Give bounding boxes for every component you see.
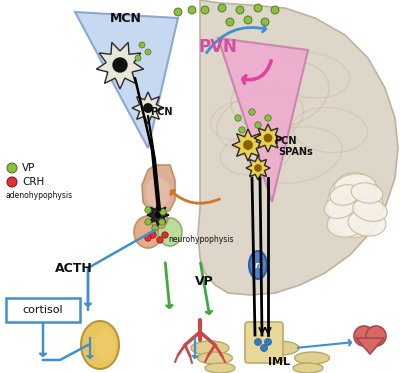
Text: CRH: CRH <box>22 177 44 187</box>
Ellipse shape <box>324 195 356 219</box>
Circle shape <box>354 326 374 346</box>
Ellipse shape <box>158 218 182 246</box>
Ellipse shape <box>328 172 382 238</box>
Circle shape <box>264 339 272 345</box>
Text: VP: VP <box>195 275 214 288</box>
Circle shape <box>254 339 262 345</box>
Ellipse shape <box>327 209 367 237</box>
Circle shape <box>236 6 244 14</box>
Polygon shape <box>218 38 308 202</box>
Circle shape <box>139 42 145 48</box>
Ellipse shape <box>293 363 323 373</box>
Circle shape <box>265 115 271 121</box>
Polygon shape <box>232 129 264 161</box>
Circle shape <box>261 18 269 26</box>
Circle shape <box>226 18 234 26</box>
Polygon shape <box>96 43 144 89</box>
Circle shape <box>254 4 262 12</box>
Polygon shape <box>132 92 164 124</box>
Circle shape <box>366 326 386 346</box>
Text: adenohypophysis: adenohypophysis <box>6 191 73 200</box>
Circle shape <box>145 207 151 213</box>
Ellipse shape <box>95 329 115 361</box>
Text: cortisol: cortisol <box>23 305 63 315</box>
Circle shape <box>188 6 196 14</box>
Ellipse shape <box>249 251 267 279</box>
Circle shape <box>150 232 156 238</box>
Circle shape <box>174 8 182 16</box>
Circle shape <box>218 4 226 12</box>
Text: VP: VP <box>22 163 35 173</box>
Ellipse shape <box>81 321 119 369</box>
Ellipse shape <box>198 352 232 364</box>
Text: PCN: PCN <box>274 136 296 146</box>
Circle shape <box>254 164 262 172</box>
Text: SPANs: SPANs <box>278 147 313 157</box>
Circle shape <box>239 127 245 133</box>
Polygon shape <box>254 124 282 152</box>
Polygon shape <box>198 0 398 295</box>
Circle shape <box>243 140 253 150</box>
Circle shape <box>271 6 279 14</box>
Circle shape <box>260 345 268 351</box>
FancyBboxPatch shape <box>245 322 283 363</box>
Circle shape <box>157 237 163 243</box>
FancyBboxPatch shape <box>6 298 80 322</box>
Circle shape <box>162 232 168 238</box>
Polygon shape <box>150 210 168 228</box>
Circle shape <box>7 163 17 173</box>
Polygon shape <box>147 204 169 226</box>
Text: n: n <box>255 260 261 270</box>
Ellipse shape <box>191 341 229 355</box>
Circle shape <box>264 134 272 142</box>
Circle shape <box>155 212 161 218</box>
Circle shape <box>143 103 153 113</box>
Ellipse shape <box>334 174 376 200</box>
Circle shape <box>160 209 166 215</box>
Circle shape <box>135 55 141 61</box>
Circle shape <box>201 6 209 14</box>
Ellipse shape <box>146 177 170 207</box>
Circle shape <box>112 57 128 73</box>
Ellipse shape <box>353 199 387 221</box>
Ellipse shape <box>205 363 235 373</box>
Polygon shape <box>142 165 175 215</box>
Circle shape <box>235 115 241 121</box>
Ellipse shape <box>348 210 386 236</box>
Circle shape <box>7 177 17 187</box>
Polygon shape <box>75 12 178 148</box>
Circle shape <box>145 219 151 225</box>
Circle shape <box>249 109 255 115</box>
Polygon shape <box>246 156 270 180</box>
Text: PCN: PCN <box>150 107 172 117</box>
Text: ACTH: ACTH <box>55 262 93 275</box>
Circle shape <box>255 122 261 128</box>
Text: neurohypophysis: neurohypophysis <box>168 235 234 244</box>
Circle shape <box>159 219 165 225</box>
Ellipse shape <box>330 185 360 205</box>
Circle shape <box>152 225 158 231</box>
Circle shape <box>145 235 151 241</box>
Circle shape <box>145 49 151 55</box>
Text: MCN: MCN <box>110 12 142 25</box>
Polygon shape <box>356 338 384 354</box>
Text: PVN: PVN <box>198 38 237 56</box>
Ellipse shape <box>261 341 299 355</box>
Text: IML: IML <box>268 357 290 367</box>
Circle shape <box>244 16 252 24</box>
Ellipse shape <box>294 352 330 364</box>
Ellipse shape <box>134 216 162 248</box>
Ellipse shape <box>351 183 383 203</box>
